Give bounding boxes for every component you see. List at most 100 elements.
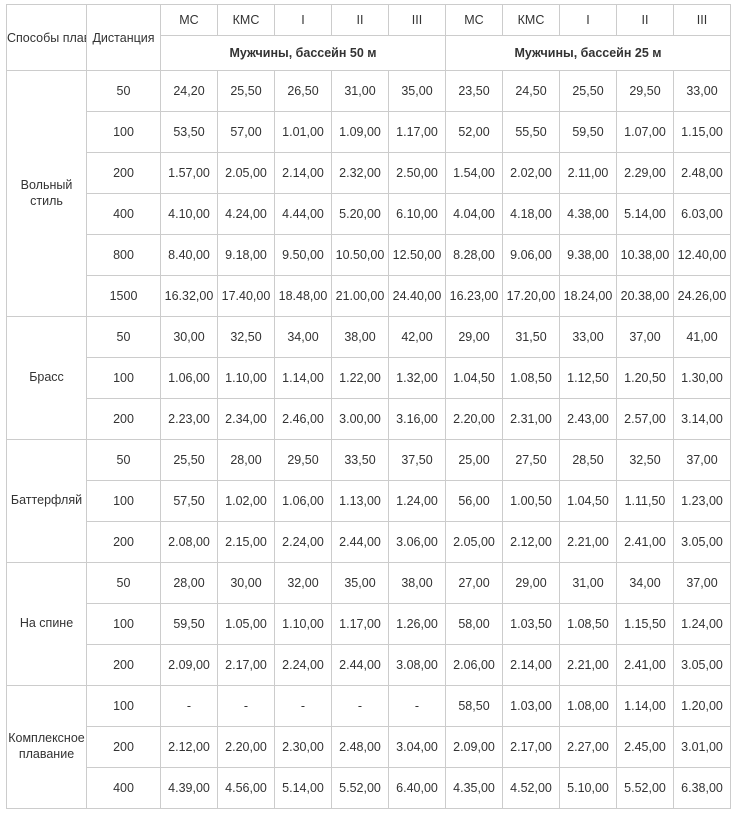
- table-row: Вольный стиль5024,2025,5026,5031,0035,00…: [7, 71, 731, 112]
- value-cell: 1.10,00: [275, 604, 332, 645]
- value-cell: 57,00: [218, 112, 275, 153]
- value-cell: 2.17,00: [218, 645, 275, 686]
- value-cell: 3.14,00: [674, 399, 731, 440]
- table-row: 10059,501.05,001.10,001.17,001.26,0058,0…: [7, 604, 731, 645]
- value-cell: 1.32,00: [389, 358, 446, 399]
- value-cell: 2.46,00: [275, 399, 332, 440]
- value-cell: 4.18,00: [503, 194, 560, 235]
- value-cell: 1.24,00: [389, 481, 446, 522]
- distance-cell: 1500: [87, 276, 161, 317]
- value-cell: 17.20,00: [503, 276, 560, 317]
- distance-cell: 100: [87, 686, 161, 727]
- value-cell: 25,50: [161, 440, 218, 481]
- value-cell: 2.05,00: [218, 153, 275, 194]
- value-cell: 1.24,00: [674, 604, 731, 645]
- value-cell: 4.10,00: [161, 194, 218, 235]
- value-cell: 3.08,00: [389, 645, 446, 686]
- style-cell: На спине: [7, 563, 87, 686]
- value-cell: 5.52,00: [332, 768, 389, 809]
- value-cell: 38,00: [389, 563, 446, 604]
- value-cell: 57,50: [161, 481, 218, 522]
- value-cell: 24,20: [161, 71, 218, 112]
- value-cell: 1.17,00: [332, 604, 389, 645]
- value-cell: 58,50: [446, 686, 503, 727]
- value-cell: -: [275, 686, 332, 727]
- value-cell: 1.15,50: [617, 604, 674, 645]
- value-cell: 1.00,50: [503, 481, 560, 522]
- value-cell: 2.34,00: [218, 399, 275, 440]
- distance-cell: 400: [87, 768, 161, 809]
- distance-cell: 100: [87, 112, 161, 153]
- value-cell: 2.20,00: [446, 399, 503, 440]
- value-cell: 1.06,00: [275, 481, 332, 522]
- value-cell: 2.20,00: [218, 727, 275, 768]
- table-row: 2002.09,002.17,002.24,002.44,003.08,002.…: [7, 645, 731, 686]
- value-cell: 1.54,00: [446, 153, 503, 194]
- table-row: 10057,501.02,001.06,001.13,001.24,0056,0…: [7, 481, 731, 522]
- value-cell: 2.45,00: [617, 727, 674, 768]
- style-cell: Вольный стиль: [7, 71, 87, 317]
- value-cell: 5.52,00: [617, 768, 674, 809]
- value-cell: 29,50: [275, 440, 332, 481]
- value-cell: 28,00: [218, 440, 275, 481]
- value-cell: 32,50: [218, 317, 275, 358]
- value-cell: 38,00: [332, 317, 389, 358]
- value-cell: 1.23,00: [674, 481, 731, 522]
- value-cell: 25,00: [446, 440, 503, 481]
- value-cell: 2.12,00: [503, 522, 560, 563]
- value-cell: 29,50: [617, 71, 674, 112]
- table-head: Способы плавания Дистанция МС КМС I II I…: [7, 5, 731, 71]
- distance-cell: 200: [87, 645, 161, 686]
- value-cell: 3.16,00: [389, 399, 446, 440]
- value-cell: 3.06,00: [389, 522, 446, 563]
- value-cell: 58,00: [446, 604, 503, 645]
- value-cell: 2.14,00: [275, 153, 332, 194]
- value-cell: 2.09,00: [161, 645, 218, 686]
- table-body: Вольный стиль5024,2025,5026,5031,0035,00…: [7, 71, 731, 809]
- value-cell: 1.20,50: [617, 358, 674, 399]
- distance-cell: 200: [87, 153, 161, 194]
- value-cell: 32,50: [617, 440, 674, 481]
- value-cell: 1.17,00: [389, 112, 446, 153]
- value-cell: 2.08,00: [161, 522, 218, 563]
- value-cell: 2.44,00: [332, 645, 389, 686]
- value-cell: 55,50: [503, 112, 560, 153]
- value-cell: 2.50,00: [389, 153, 446, 194]
- distance-cell: 400: [87, 194, 161, 235]
- value-cell: 2.57,00: [617, 399, 674, 440]
- table-row: 2001.57,002.05,002.14,002.32,002.50,001.…: [7, 153, 731, 194]
- value-cell: 9.06,00: [503, 235, 560, 276]
- distance-cell: 200: [87, 522, 161, 563]
- table-row: 1001.06,001.10,001.14,001.22,001.32,001.…: [7, 358, 731, 399]
- value-cell: 31,00: [560, 563, 617, 604]
- value-cell: 16.23,00: [446, 276, 503, 317]
- value-cell: 35,00: [389, 71, 446, 112]
- value-cell: 2.48,00: [674, 153, 731, 194]
- rank-col: МС: [446, 5, 503, 36]
- value-cell: 18.24,00: [560, 276, 617, 317]
- value-cell: 9.38,00: [560, 235, 617, 276]
- value-cell: 4.52,00: [503, 768, 560, 809]
- value-cell: 17.40,00: [218, 276, 275, 317]
- value-cell: 33,50: [332, 440, 389, 481]
- value-cell: 1.03,50: [503, 604, 560, 645]
- value-cell: 35,00: [332, 563, 389, 604]
- value-cell: 1.08,00: [560, 686, 617, 727]
- group-25m: Мужчины, бассейн 25 м: [446, 36, 731, 71]
- value-cell: 59,50: [560, 112, 617, 153]
- value-cell: 1.07,00: [617, 112, 674, 153]
- value-cell: 1.05,00: [218, 604, 275, 645]
- style-cell: Комплексное плавание: [7, 686, 87, 809]
- table-row: 2002.12,002.20,002.30,002.48,003.04,002.…: [7, 727, 731, 768]
- value-cell: 24.26,00: [674, 276, 731, 317]
- distance-cell: 800: [87, 235, 161, 276]
- value-cell: 34,00: [617, 563, 674, 604]
- value-cell: 2.24,00: [275, 522, 332, 563]
- style-cell: Брасс: [7, 317, 87, 440]
- value-cell: 5.14,00: [617, 194, 674, 235]
- value-cell: 2.17,00: [503, 727, 560, 768]
- value-cell: 59,50: [161, 604, 218, 645]
- value-cell: 23,50: [446, 71, 503, 112]
- distance-cell: 100: [87, 358, 161, 399]
- value-cell: 2.44,00: [332, 522, 389, 563]
